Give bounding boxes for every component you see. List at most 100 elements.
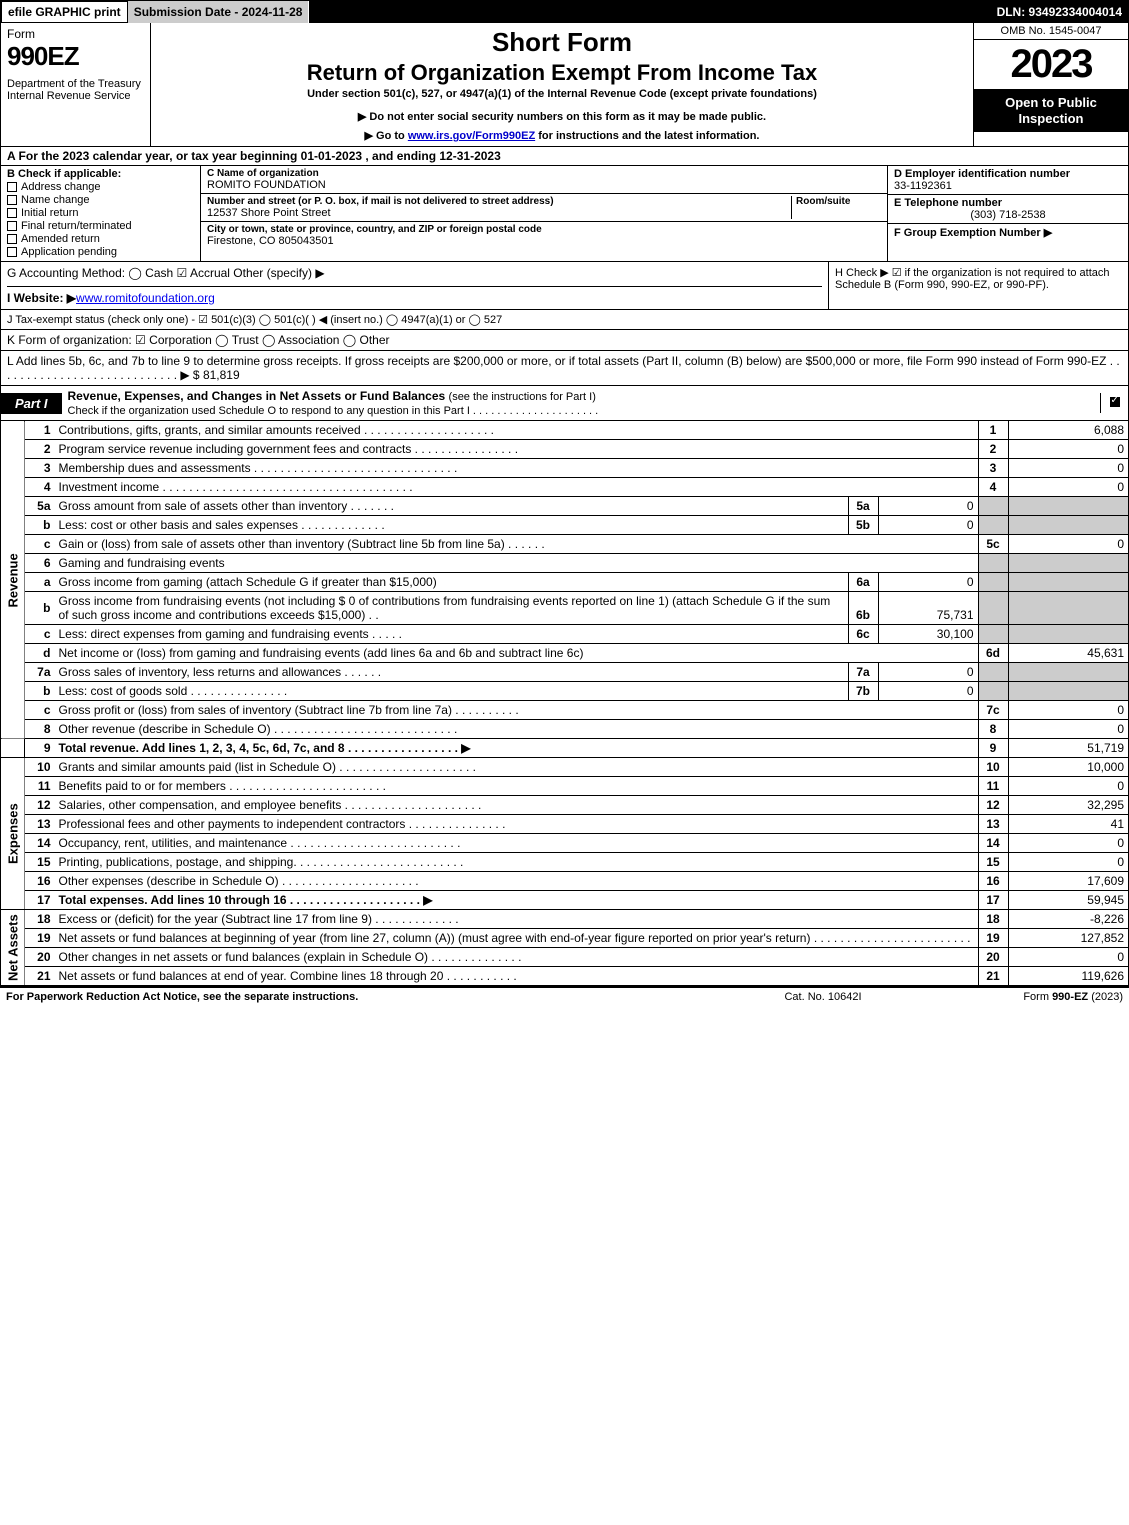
irs-link[interactable]: www.irs.gov/Form990EZ [408,130,535,142]
line-desc: Gross sales of inventory, less returns a… [55,663,849,682]
line-ref: 7c [978,701,1008,720]
line-val: 0 [1008,459,1128,478]
checkbox-icon [7,182,17,192]
line-num: 1 [25,421,55,440]
line-desc: Gross income from gaming (attach Schedul… [55,573,849,592]
line-val: 0 [1008,440,1128,459]
line-4: 4Investment income . . . . . . . . . . .… [1,478,1128,497]
grey-cell [1008,682,1128,701]
line-ref: 20 [978,948,1008,967]
line-2: 2Program service revenue including gover… [1,440,1128,459]
line-num: 3 [25,459,55,478]
line-num: 19 [25,929,55,948]
line-desc: Net income or (loss) from gaming and fun… [55,644,979,663]
line-num: 5a [25,497,55,516]
form-code: 990EZ [7,41,144,72]
chk-label: Application pending [21,246,117,258]
line-val: 0 [1008,834,1128,853]
line-desc: Other expenses (describe in Schedule O) … [55,872,979,891]
line-val: 0 [1008,948,1128,967]
dept-text: Department of the Treasury Internal Reve… [7,78,144,102]
chk-name-change[interactable]: Name change [7,194,194,206]
chk-label: Initial return [21,207,78,219]
section-bcdef: B Check if applicable: Address change Na… [1,166,1128,262]
line-desc: Net assets or fund balances at end of ye… [55,967,979,986]
website-link[interactable]: www.romitofoundation.org [76,291,215,305]
ein-row: D Employer identification number 33-1192… [888,166,1128,195]
line-ref: 18 [978,910,1008,929]
line-num: c [25,701,55,720]
line-ref: 5c [978,535,1008,554]
chk-initial-return[interactable]: Initial return [7,207,194,219]
section-k: K Form of organization: ☑ Corporation ◯ … [1,330,1128,351]
ssn-warning: ▶ Do not enter social security numbers o… [159,110,965,123]
footer-center: Cat. No. 10642I [723,991,923,1003]
line-val: 119,626 [1008,967,1128,986]
line-val: 0 [1008,720,1128,739]
chk-address-change[interactable]: Address change [7,181,194,193]
grey-cell [978,682,1008,701]
line-5c: cGain or (loss) from sale of assets othe… [1,535,1128,554]
line-desc: Less: cost of goods sold . . . . . . . .… [55,682,849,701]
line-val: -8,226 [1008,910,1128,929]
part-i-checkbox[interactable]: ✓ [1100,393,1128,413]
section-gh: G Accounting Method: ◯ Cash ☑ Accrual Ot… [1,262,1128,310]
line-mref: 6c [848,625,878,644]
line-9: 9Total revenue. Add lines 1, 2, 3, 4, 5c… [1,739,1128,758]
section-j: J Tax-exempt status (check only one) - ☑… [1,310,1128,330]
line-desc: Less: direct expenses from gaming and fu… [55,625,849,644]
line-5b: bLess: cost or other basis and sales exp… [1,516,1128,535]
chk-final-return[interactable]: Final return/terminated [7,220,194,232]
chk-amended-return[interactable]: Amended return [7,233,194,245]
line-12: 12Salaries, other compensation, and empl… [1,796,1128,815]
line-num: 14 [25,834,55,853]
line-ref: 10 [978,758,1008,777]
line-val: 6,088 [1008,421,1128,440]
grey-cell [978,663,1008,682]
line-desc: Net assets or fund balances at beginning… [55,929,979,948]
checkmark-icon: ✓ [1110,397,1120,407]
line-val: 127,852 [1008,929,1128,948]
line-num: 9 [25,739,55,758]
section-def: D Employer identification number 33-1192… [888,166,1128,261]
grey-cell [1008,573,1128,592]
line-mval: 75,731 [878,592,978,625]
line-mval: 0 [878,573,978,592]
line-desc: Printing, publications, postage, and shi… [55,853,979,872]
line-num: 12 [25,796,55,815]
org-address: 12537 Shore Point Street [207,207,791,219]
line-ref: 3 [978,459,1008,478]
goto-line: ▶ Go to www.irs.gov/Form990EZ for instru… [159,129,965,142]
goto-pre: ▶ Go to [365,130,408,142]
line-num: b [25,592,55,625]
line-val: 59,945 [1008,891,1128,910]
line-ref: 1 [978,421,1008,440]
grey-cell [978,516,1008,535]
efile-print-button[interactable]: efile GRAPHIC print [1,1,128,23]
line-ref: 4 [978,478,1008,497]
line-val: 32,295 [1008,796,1128,815]
line-val: 10,000 [1008,758,1128,777]
line-10: Expenses 10Grants and similar amounts pa… [1,758,1128,777]
chk-label: Final return/terminated [21,220,132,232]
line-ref: 6d [978,644,1008,663]
line-ref: 14 [978,834,1008,853]
line-ref: 13 [978,815,1008,834]
grey-cell [978,625,1008,644]
line-num: 13 [25,815,55,834]
section-b: B Check if applicable: Address change Na… [1,166,201,261]
omb-number: OMB No. 1545-0047 [974,23,1128,40]
line-6b: bGross income from fundraising events (n… [1,592,1128,625]
dln-number: DLN: 93492334004014 [991,1,1128,23]
line-num: b [25,516,55,535]
section-a-text: A For the 2023 calendar year, or tax yea… [7,149,501,163]
chk-application-pending[interactable]: Application pending [7,246,194,258]
under-section-text: Under section 501(c), 527, or 4947(a)(1)… [159,88,965,100]
part-i-title-main: Revenue, Expenses, and Changes in Net As… [68,389,449,403]
part-i-title: Revenue, Expenses, and Changes in Net As… [62,386,1100,420]
grey-cell [1008,497,1128,516]
line-desc: Gross amount from sale of assets other t… [55,497,849,516]
chk-label: Amended return [21,233,100,245]
line-ref: 21 [978,967,1008,986]
ein-value: 33-1192361 [894,180,952,192]
